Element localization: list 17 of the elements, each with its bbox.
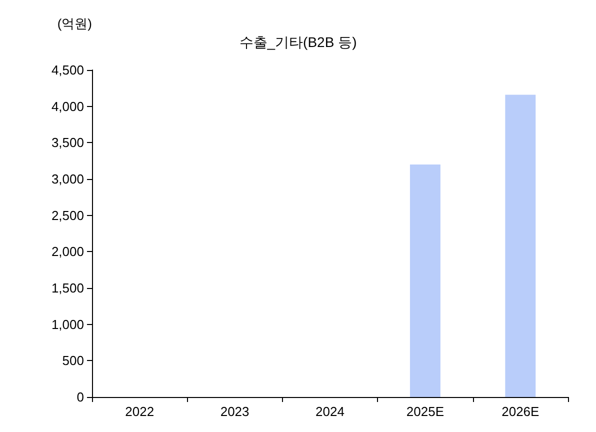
- y-tick-label: 3,500: [51, 135, 84, 150]
- chart-title: 수출_기타(B2B 등): [239, 34, 357, 50]
- y-tick-label: 4,000: [51, 98, 84, 114]
- y-tick-label: 3,000: [51, 172, 84, 186]
- y-tick-label: 2,000: [51, 244, 84, 260]
- y-tick-label: 2,500: [51, 208, 84, 223]
- x-tick-label: 2023: [220, 404, 250, 419]
- y-axis-title: (억원): [57, 16, 92, 31]
- x-tick-label: 2022: [125, 404, 154, 419]
- y-tick-label: 1,000: [51, 316, 84, 332]
- y-tick-label: 4,500: [51, 62, 84, 78]
- x-tick-label: 2024: [316, 404, 344, 419]
- y-tick-label: 0: [76, 390, 84, 404]
- x-tick-label: 2025E: [406, 404, 444, 419]
- x-tick-label: 2026E: [502, 404, 540, 419]
- y-tick-label: 1,500: [51, 280, 84, 296]
- y-tick-label: 500: [62, 353, 84, 368]
